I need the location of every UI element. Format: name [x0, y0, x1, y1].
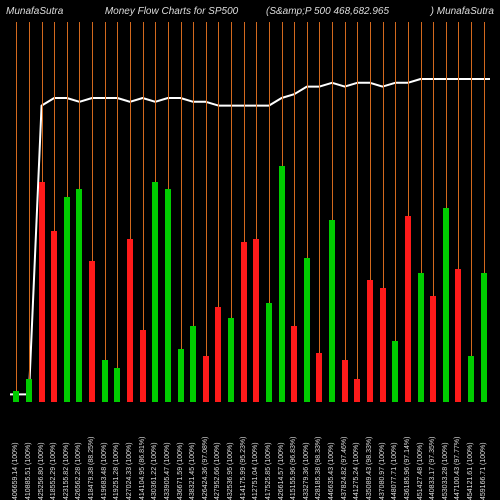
header-brand-right: ) MunafaSutra — [431, 6, 494, 17]
header-title-text: Money Flow Charts for SP500 — [105, 6, 238, 17]
x-axis-label: 414104.95 (86.81%) — [139, 437, 146, 500]
x-axis-label: 453033.28 (100%) — [442, 442, 449, 500]
grid-line — [206, 22, 207, 402]
volume-bar — [354, 379, 360, 402]
x-axis-label: 437824.82 (97.46%) — [341, 437, 348, 500]
volume-bar — [392, 341, 398, 402]
header-ticker: (S&amp;P 500 468,682.965 — [266, 6, 389, 17]
volume-bar — [51, 231, 57, 402]
x-axis-label: 428185.38 (98.33%) — [315, 437, 322, 500]
chart-header: MunafaSutra Money Flow Charts for SP500 … — [0, 0, 500, 22]
chart-plot-area — [10, 22, 490, 402]
x-axis-label: 425256.80 (100%) — [38, 442, 45, 500]
volume-bar — [266, 303, 272, 402]
header-brand: MunafaSutra — [6, 6, 63, 17]
x-axis-label: 414175.99 (95.23%) — [240, 437, 247, 500]
volume-bar — [342, 360, 348, 402]
chart-container: MunafaSutra Money Flow Charts for SP500 … — [0, 0, 500, 500]
x-axis-label: 448077.71 (100%) — [391, 442, 398, 500]
x-axis-label: 419683.48 (100%) — [101, 442, 108, 500]
volume-bar — [316, 353, 322, 402]
volume-bar — [279, 166, 285, 402]
volume-bar — [76, 189, 82, 402]
volume-bar — [443, 208, 449, 402]
volume-bar — [39, 182, 45, 402]
x-axis-labels: 406659.14 (100%) 410885.51 (100%) 425256.8… — [10, 404, 490, 500]
x-axis-label: 427024.33 (100%) — [126, 442, 133, 500]
volume-bar — [152, 182, 158, 402]
volume-bar — [64, 197, 70, 402]
grid-line — [345, 22, 346, 402]
volume-bar — [329, 220, 335, 402]
volume-bar — [89, 261, 95, 402]
x-axis-label: 406659.14 (100%) — [12, 442, 19, 500]
x-axis-label: 436671.59 (100%) — [177, 442, 184, 500]
volume-bar — [291, 326, 297, 402]
x-axis-label: 447100.43 (97.77%) — [454, 437, 461, 500]
x-axis-label: 426562.28 (100%) — [75, 442, 82, 500]
volume-bar — [418, 273, 424, 402]
volume-bar — [215, 307, 221, 402]
volume-bar — [455, 269, 461, 402]
x-axis-label: 435089.43 (98.33%) — [366, 437, 373, 500]
volume-bar — [190, 326, 196, 402]
volume-bar — [26, 379, 32, 402]
grid-line — [357, 22, 358, 402]
x-axis-label: 417525.85 (100%) — [265, 442, 272, 500]
x-axis-label: 427952.66 (100%) — [214, 442, 221, 500]
volume-bar — [405, 216, 411, 402]
x-axis-label: 423155.82 (100%) — [63, 442, 70, 500]
volume-bar — [367, 280, 373, 402]
grid-line — [16, 22, 17, 402]
x-axis-label: 432536.95 (100%) — [227, 442, 234, 500]
volume-bar — [178, 349, 184, 402]
x-axis-label: 446635.43 (100%) — [328, 442, 335, 500]
header-title: Money Flow Charts for SP500 (S&amp;P 500… — [63, 6, 430, 17]
x-axis-label: 438321.45 (100%) — [189, 442, 196, 500]
x-axis-label: 436185.96 (97.14%) — [404, 437, 411, 500]
x-axis-label: 440833.17 (97.35%) — [429, 437, 436, 500]
volume-bar — [114, 368, 120, 402]
volume-bar — [140, 330, 146, 402]
grid-line — [117, 22, 118, 402]
volume-bar — [203, 356, 209, 402]
volume-bar — [468, 356, 474, 402]
volume-bar — [304, 258, 310, 402]
x-axis-label: 410885.51 (100%) — [25, 442, 32, 500]
grid-line — [29, 22, 30, 402]
x-axis-label: 433905.47 (100%) — [164, 442, 171, 500]
x-axis-label: 433279.36 (100%) — [303, 442, 310, 500]
volume-bar — [102, 360, 108, 402]
x-axis-label: 426614.57 (100%) — [278, 442, 285, 500]
volume-bar — [228, 318, 234, 402]
grid-line — [181, 22, 182, 402]
volume-bar — [127, 239, 133, 402]
volume-bar — [253, 239, 259, 402]
x-axis-label: 459166.71 (100%) — [480, 442, 487, 500]
x-axis-label: 412751.04 (100%) — [252, 442, 259, 500]
volume-bar — [481, 273, 487, 402]
grid-line — [471, 22, 472, 402]
volume-bar — [430, 296, 436, 402]
x-axis-label: 415155.96 (96.83%) — [290, 437, 297, 500]
volume-bar — [380, 288, 386, 402]
x-axis-label: 430361.22 (100%) — [151, 442, 158, 500]
volume-bar — [241, 242, 247, 402]
x-axis-label: 441275.24 (100%) — [353, 442, 360, 500]
x-axis-label: 418552.29 (100%) — [50, 442, 57, 500]
x-axis-label: 454121.61 (100%) — [467, 442, 474, 500]
grid-line — [105, 22, 106, 402]
x-axis-label: 437080.97 (100%) — [379, 442, 386, 500]
x-axis-label: 418479.38 (88.25%) — [88, 437, 95, 500]
x-axis-label: 451427.48 (100%) — [417, 442, 424, 500]
x-axis-label: 419251.28 (100%) — [113, 442, 120, 500]
x-axis-label: 426424.36 (97.08%) — [202, 437, 209, 500]
volume-bar — [13, 391, 19, 402]
volume-bar — [165, 189, 171, 402]
grid-line — [319, 22, 320, 402]
